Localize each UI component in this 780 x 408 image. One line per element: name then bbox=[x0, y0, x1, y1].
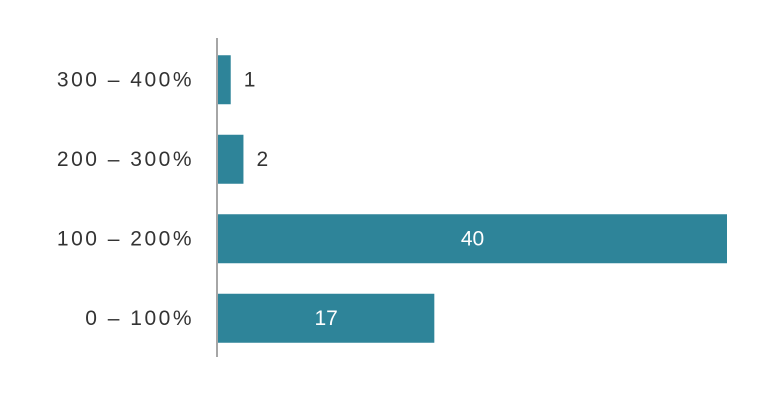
data-label: 40 bbox=[461, 227, 484, 250]
data-label: 17 bbox=[314, 307, 337, 330]
bar bbox=[218, 55, 231, 105]
y-tick-label: 300 – 400% bbox=[57, 68, 194, 91]
y-tick-label: 0 – 100% bbox=[85, 307, 194, 330]
y-tick-label: 100 – 200% bbox=[57, 227, 194, 250]
bar bbox=[218, 293, 435, 343]
data-label: 2 bbox=[256, 148, 268, 171]
bar bbox=[218, 134, 244, 184]
bar bbox=[218, 214, 727, 264]
y-tick-label: 200 – 300% bbox=[57, 148, 194, 171]
data-label: 1 bbox=[244, 68, 256, 91]
